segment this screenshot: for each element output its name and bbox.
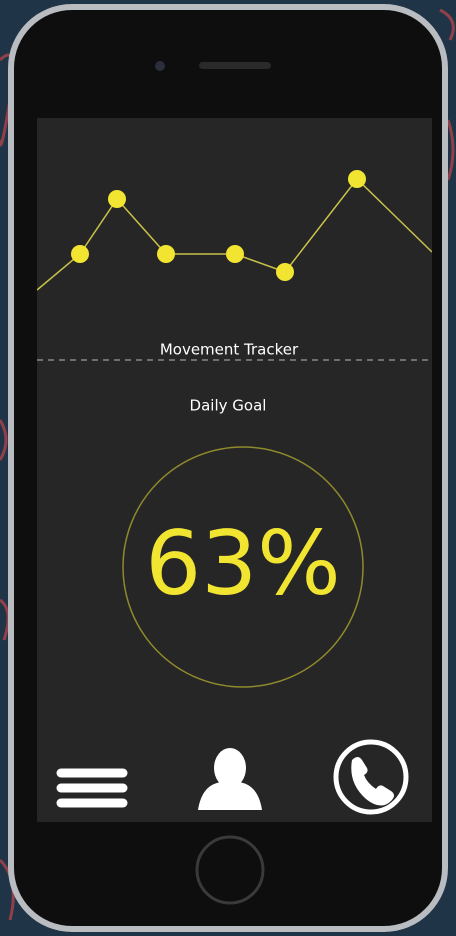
goal-label: Daily Goal [190,397,267,415]
point [276,263,294,281]
point [157,245,175,263]
speaker [199,62,271,69]
chart-title: Movement Tracker [160,341,299,359]
mockup: Movement Tracker Daily Goal 63% [0,0,456,936]
point [71,245,89,263]
camera [155,61,165,71]
point [348,170,366,188]
goal-value: 63% [145,512,341,615]
screen [37,118,432,822]
menu-icon[interactable] [61,773,123,803]
page: Movement Tracker Daily Goal 63% (() => {… [0,0,456,936]
point [108,190,126,208]
point [226,245,244,263]
